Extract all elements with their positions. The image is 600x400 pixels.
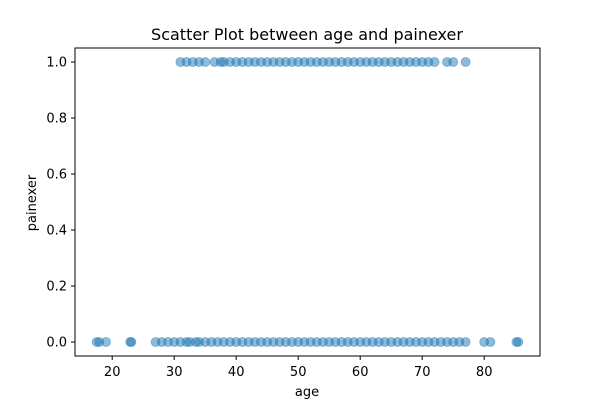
data-point — [448, 57, 459, 67]
x-tick-label: 20 — [104, 365, 121, 380]
y-tick-label: 0.2 — [46, 280, 67, 295]
data-point — [460, 57, 471, 67]
x-tick-label: 40 — [228, 365, 245, 380]
chart-title: Scatter Plot between age and painexer — [151, 25, 463, 44]
y-axis-label: painexer — [25, 174, 40, 231]
data-point — [200, 57, 211, 67]
y-tick-label: 0.4 — [46, 224, 67, 239]
y-tick-label: 1.0 — [46, 56, 67, 71]
points-layer — [91, 57, 524, 347]
data-point — [485, 337, 496, 347]
data-point — [460, 337, 471, 347]
y-tick-label: 0.0 — [46, 336, 67, 351]
data-point — [101, 337, 111, 347]
x-tick-label: 70 — [414, 365, 431, 380]
x-axis-label: age — [295, 385, 319, 400]
x-tick-label: 60 — [352, 365, 369, 380]
plot-frame — [74, 47, 541, 357]
x-tick-label: 80 — [476, 365, 493, 380]
data-point — [513, 337, 524, 347]
x-tick-label: 30 — [166, 365, 183, 380]
data-point — [429, 57, 440, 67]
y-axis: 0.0 0.2 0.4 0.6 0.8 1.0 — [46, 56, 75, 351]
y-tick-label: 0.8 — [46, 112, 67, 127]
data-point — [126, 337, 137, 347]
y-tick-label: 0.6 — [46, 168, 67, 183]
x-axis: 20 30 40 50 60 70 80 — [104, 356, 493, 380]
x-tick-label: 50 — [290, 365, 307, 380]
